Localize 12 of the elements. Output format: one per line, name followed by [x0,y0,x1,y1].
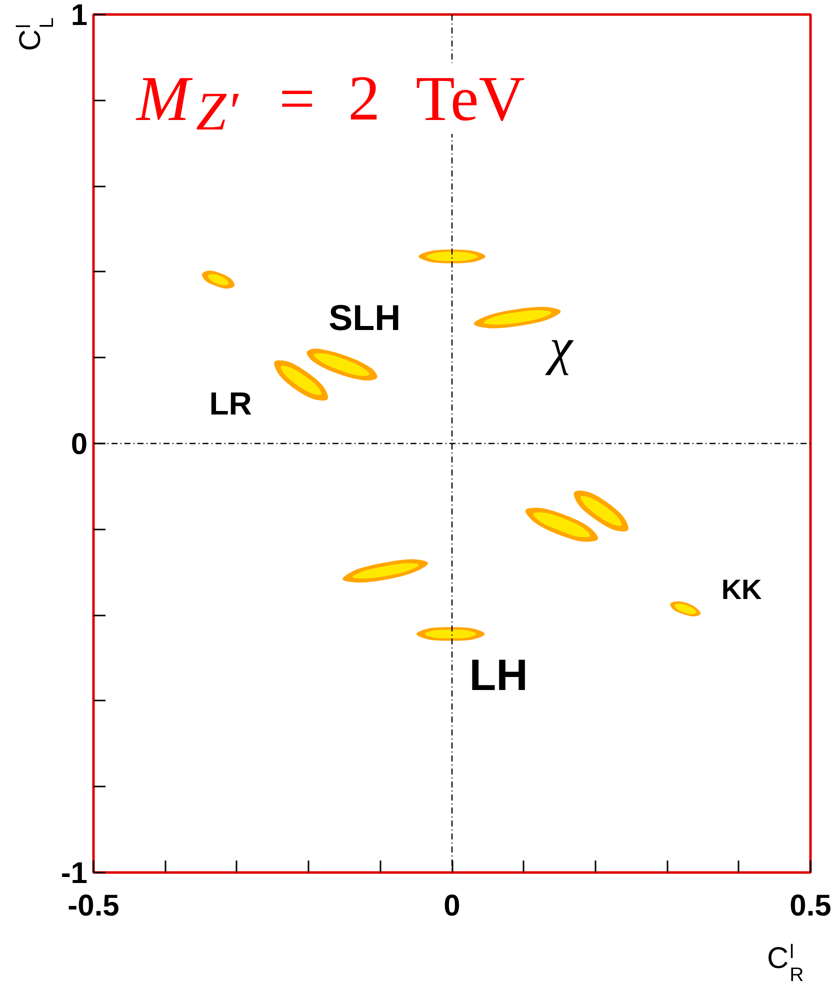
y-tick-label: 1 [70,0,88,32]
annotation: SLH [328,297,401,338]
y-axis-title: ClL [13,17,59,51]
x-tick-label: 0 [444,890,460,922]
annotation: LR [209,386,252,422]
annotation: KK [721,574,762,605]
x-tick-label: 0.5 [790,890,832,922]
y-tick-label: 0 [70,428,88,461]
x-tick-label: -0.5 [68,890,120,922]
annotation: LH [469,651,528,700]
y-tick-label: -1 [60,857,88,890]
annotation: χ [544,319,574,376]
